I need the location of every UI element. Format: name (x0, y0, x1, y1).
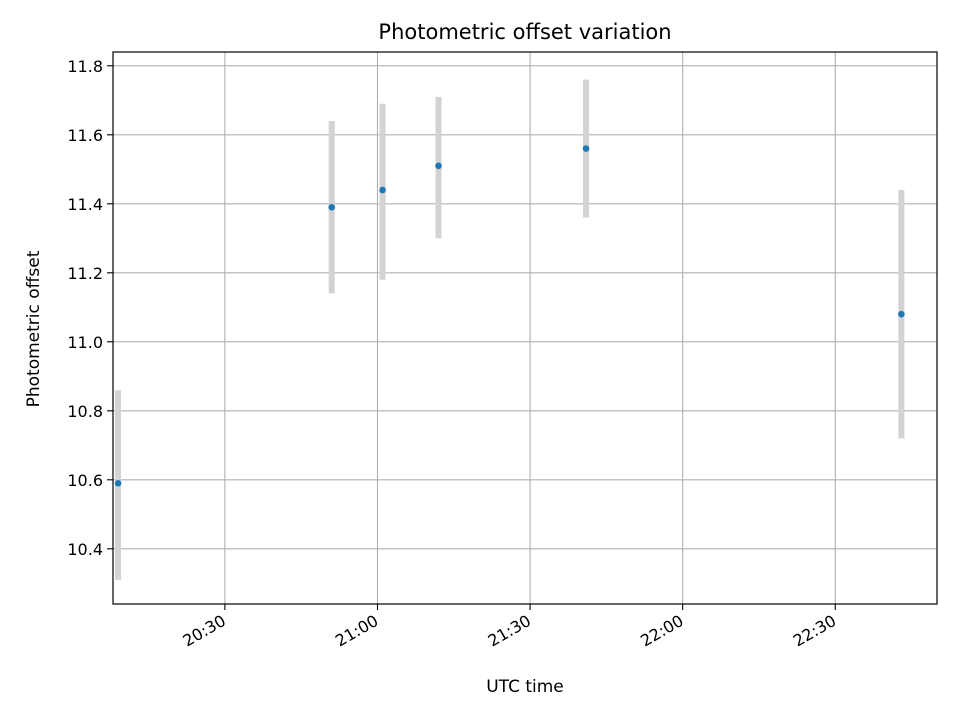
y-tick-label: 10.6 (67, 471, 103, 490)
y-tick-label: 11.2 (67, 264, 103, 283)
x-axis-label: UTC time (486, 677, 564, 697)
data-point (114, 479, 122, 487)
plot-area-frame (112, 51, 938, 605)
y-tick-label: 10.8 (67, 402, 103, 421)
data-point (582, 145, 590, 152)
y-axis-label: Photometric offset (24, 250, 44, 407)
point-layer (114, 145, 905, 487)
y-tick-label: 11.4 (67, 195, 103, 214)
data-point (435, 162, 442, 170)
y-tick-label: 11.6 (67, 126, 103, 145)
y-tick-label: 11.8 (67, 57, 103, 76)
data-point (379, 186, 386, 194)
y-tick-label: 10.4 (67, 540, 103, 559)
data-point (898, 310, 905, 318)
y-tick-label: 11.0 (67, 333, 103, 352)
chart-title: Photometric offset variation (378, 20, 671, 44)
grid-layer (113, 52, 937, 604)
data-point (328, 203, 336, 211)
